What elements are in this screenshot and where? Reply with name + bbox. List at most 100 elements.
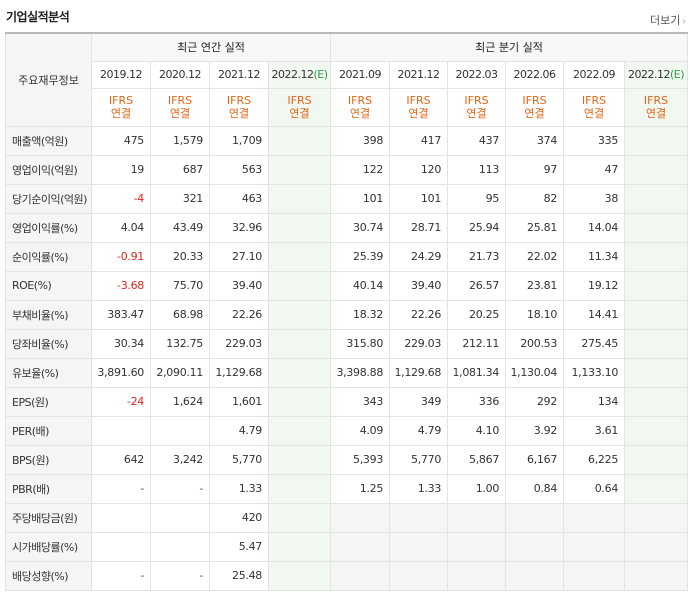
row-label: 당기순이익(억원) — [5, 183, 92, 214]
table-cell — [624, 386, 689, 417]
row-label: 배당성향(%) — [5, 560, 92, 591]
table-cell — [267, 125, 332, 156]
table-cell: 229.03 — [209, 328, 269, 359]
period-row: 2019.12 2020.12 2021.12 2022.12(E) 2021.09 20… — [6, 60, 689, 89]
table-cell: 18.32 — [330, 299, 391, 330]
period-header: 2022.03 — [447, 60, 507, 89]
table-cell: 4.09 — [330, 415, 391, 446]
ifrs-consolidated-label: IFRS 연결 — [505, 87, 565, 127]
table-cell: 1,129.68 — [209, 357, 269, 388]
period-header: 2019.12 — [91, 60, 151, 89]
table-cell: 0.64 — [563, 473, 626, 504]
period-header: 2020.12 — [150, 60, 210, 89]
table-cell: 38 — [563, 183, 626, 214]
table-cell — [330, 531, 391, 562]
table-cell: - — [150, 560, 210, 591]
table-cell: 25.94 — [447, 212, 507, 243]
ifrs-text: IFRS — [643, 94, 669, 107]
table-cell: 18.10 — [505, 299, 565, 330]
table-cell: 25.48 — [209, 560, 269, 591]
table-row: 영업이익(억원) 19 687 563 122 120 113 97 47 — [5, 154, 689, 185]
table-cell: -4 — [91, 183, 151, 214]
row-label: 부채비율(%) — [5, 299, 92, 330]
table-cell: 25.81 — [505, 212, 565, 243]
table-cell — [267, 560, 332, 591]
ifrs-consolidated-label: IFRS 연결 — [447, 87, 507, 127]
table-cell — [91, 415, 151, 446]
table-cell: 4.79 — [389, 415, 449, 446]
table-cell — [267, 183, 332, 214]
annual-group-header: 최근 연간 실적 — [90, 32, 332, 62]
table-cell: 122 — [330, 154, 391, 185]
table-cell — [267, 328, 332, 359]
more-label: 더보기 — [650, 14, 681, 27]
table-cell — [150, 502, 210, 533]
table-row: 유보율(%) 3,891.60 2,090.11 1,129.68 3,398.88 1,… — [5, 357, 689, 388]
table-cell: 349 — [389, 386, 449, 417]
table-cell: 374 — [505, 125, 565, 156]
consolidated-text: 연결 — [583, 107, 605, 120]
more-link[interactable]: 더보기 › — [650, 12, 686, 28]
table-cell — [624, 444, 689, 475]
table-cell — [267, 473, 332, 504]
consolidated-text: 연결 — [169, 107, 191, 120]
table-cell — [624, 357, 689, 388]
quarterly-group-header: 최근 분기 실적 — [330, 32, 689, 62]
ifrs-text: IFRS — [167, 94, 193, 107]
chevron-right-icon: › — [682, 17, 686, 27]
table-row: 당기순이익(억원) -4 321 463 101 101 95 82 38 — [5, 183, 689, 214]
table-cell: 3.61 — [563, 415, 626, 446]
table-row: 배당성향(%) - -25.48 — [5, 560, 689, 591]
table-cell: 1,709 — [209, 125, 269, 156]
table-cell — [267, 386, 332, 417]
table-cell: 1,133.10 — [563, 357, 626, 388]
period-header: 2022.12(E) — [267, 60, 332, 89]
table-cell: 23.81 — [505, 270, 565, 301]
table-cell — [505, 531, 565, 562]
table-cell: 22.26 — [389, 299, 449, 330]
table-cell: 437 — [447, 125, 507, 156]
table-cell: 4.10 — [447, 415, 507, 446]
table-cell — [624, 531, 689, 562]
table-cell: 5,867 — [447, 444, 507, 475]
table-cell — [624, 212, 689, 243]
ifrs-consolidated-label: IFRS 연결 — [624, 87, 689, 127]
ifrs-consolidated-label: IFRS 연결 — [150, 87, 210, 127]
table-cell: 3,891.60 — [91, 357, 151, 388]
table-cell: 212.11 — [447, 328, 507, 359]
table-cell: 398 — [330, 125, 391, 156]
table-cell: 1,130.04 — [505, 357, 565, 388]
ifrs-text: IFRS — [581, 94, 607, 107]
table-cell: 5.47 — [209, 531, 269, 562]
table-cell — [267, 154, 332, 185]
table-cell: 6,225 — [563, 444, 626, 475]
table-cell — [267, 502, 332, 533]
period-header: 2022.06 — [505, 60, 565, 89]
table-cell — [267, 415, 332, 446]
row-label: 매출액(억원) — [5, 125, 92, 156]
table-cell: 95 — [447, 183, 507, 214]
table-cell: - — [91, 473, 151, 504]
table-cell: 335 — [563, 125, 626, 156]
table-cell: 687 — [150, 154, 210, 185]
table-row: 부채비율(%) 383.47 68.98 22.26 18.32 22.26 20.25 18… — [5, 299, 689, 330]
table-cell — [91, 531, 151, 562]
table-cell: 101 — [330, 183, 391, 214]
table-cell: 120 — [389, 154, 449, 185]
ifrs-consolidated-label: IFRS 연결 — [209, 87, 269, 127]
table-cell — [505, 560, 565, 591]
table-cell: 3.92 — [505, 415, 565, 446]
table-cell: 5,393 — [330, 444, 391, 475]
table-cell: 39.40 — [209, 270, 269, 301]
table-cell: 4.04 — [91, 212, 151, 243]
row-label: PBR(배) — [5, 473, 92, 504]
table-cell: 1,129.68 — [389, 357, 449, 388]
table-cell: 39.40 — [389, 270, 449, 301]
table-cell — [330, 502, 391, 533]
ifrs-text: IFRS — [522, 94, 547, 107]
consolidated-text: 연결 — [228, 107, 250, 120]
table-cell: 40.14 — [330, 270, 391, 301]
period-label: 2021.12 — [218, 68, 261, 81]
ifrs-consolidated-label: IFRS 연결 — [389, 87, 449, 127]
table-cell — [563, 560, 626, 591]
